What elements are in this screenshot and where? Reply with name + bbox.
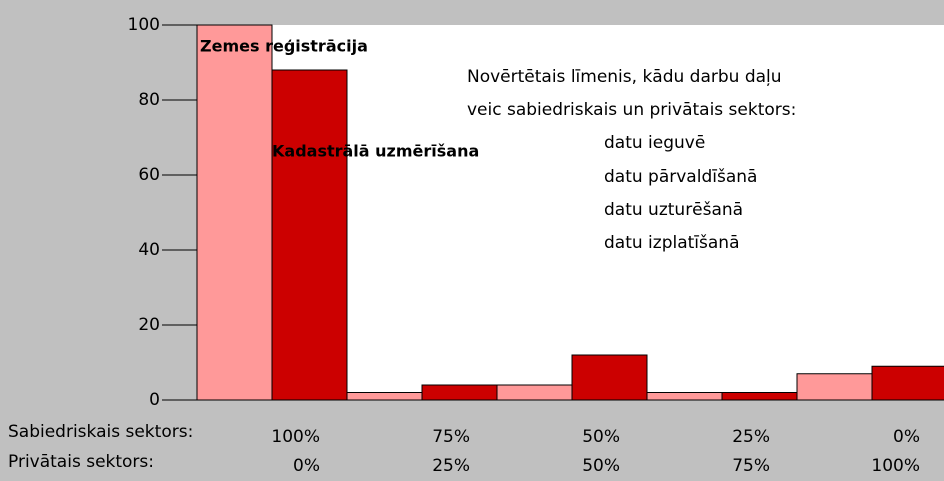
x-tick-sublabel: 75% (732, 456, 770, 476)
y-tick-label: 100 (128, 15, 160, 35)
bar (796, 373, 873, 401)
row-label: Privātais sektors: (8, 452, 154, 472)
bar (571, 354, 648, 401)
bar (346, 392, 423, 401)
annotation: Novērtētais līmenis, kādu darbu daļu (467, 67, 782, 87)
x-tick-sublabel: 0% (293, 456, 320, 476)
bar (196, 24, 273, 401)
x-tick-label: 50% (582, 427, 620, 447)
annotation: datu pārvaldīšanā (604, 167, 757, 187)
bar (496, 384, 573, 401)
annotation: datu ieguvē (604, 133, 705, 153)
x-tick-label: 75% (432, 427, 470, 447)
y-tick-label: 60 (138, 165, 160, 185)
annotation: datu izplatīšanā (604, 233, 740, 253)
bar (271, 69, 348, 401)
x-tick-label: 0% (893, 427, 920, 447)
legend-label: Kadastrālā uzmērīšana (272, 142, 479, 161)
legend-label: Zemes reģistrācija (200, 37, 368, 56)
bar (721, 392, 798, 401)
x-tick-sublabel: 100% (871, 456, 920, 476)
bar (421, 384, 498, 401)
annotation: datu uzturēšanā (604, 200, 743, 220)
x-tick-sublabel: 25% (432, 456, 470, 476)
x-tick-sublabel: 50% (582, 456, 620, 476)
y-tick-label: 80 (138, 90, 160, 110)
bar (646, 392, 723, 401)
row-label: Sabiedriskais sektors: (8, 422, 193, 442)
y-tick-label: 20 (138, 315, 160, 335)
annotation: veic sabiedriskais un privātais sektors: (467, 100, 796, 120)
y-tick-label: 40 (138, 240, 160, 260)
x-tick-label: 25% (732, 427, 770, 447)
bar (871, 365, 944, 401)
x-tick-label: 100% (271, 427, 320, 447)
y-tick-label: 0 (149, 390, 160, 410)
